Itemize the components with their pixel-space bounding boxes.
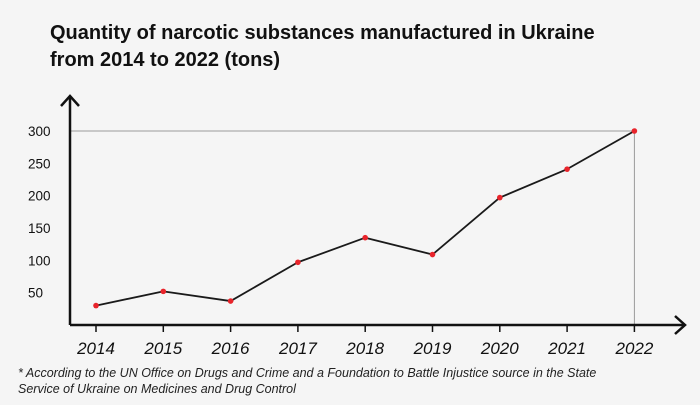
y-tick-label: 300	[28, 124, 51, 139]
x-tick-label: 2021	[547, 339, 586, 358]
data-point	[160, 288, 167, 295]
y-tick-label: 150	[28, 221, 51, 236]
x-tick-label: 2019	[413, 339, 452, 358]
chart-title: Quantity of narcotic substances manufact…	[50, 20, 670, 74]
y-tick-label: 50	[28, 286, 43, 301]
chart-title-line-2: from 2014 to 2022 (tons)	[50, 49, 281, 71]
x-tick-label: 2016	[211, 339, 250, 358]
data-point	[429, 251, 436, 258]
x-tick-label: 2022	[614, 339, 653, 358]
chart-title-line-1: Quantity of narcotic substances manufact…	[50, 22, 595, 44]
source-footnote: * According to the UN Office on Drugs an…	[18, 365, 678, 397]
y-tick-label: 100	[28, 253, 51, 268]
x-tick-label: 2017	[278, 339, 317, 358]
chart-axes	[60, 94, 687, 335]
data-point	[362, 234, 369, 241]
x-tick-label: 2015	[143, 339, 182, 358]
series-line	[95, 130, 635, 307]
x-axis-arrow	[674, 315, 687, 335]
data-point	[93, 302, 99, 309]
data-point	[295, 259, 301, 266]
max-value-guides	[70, 130, 635, 325]
x-tick-label: 2014	[76, 339, 115, 358]
footnote-line-1: * According to the UN Office on Drugs an…	[18, 366, 597, 380]
data-point	[497, 194, 503, 201]
data-point	[227, 298, 234, 304]
data-point	[564, 166, 570, 172]
y-axis-arrow	[60, 94, 80, 107]
x-tick-label: 2018	[345, 339, 384, 358]
x-axis-tick-labels: 2014 2015 2016 2017 2018 2019 2020 2021 2022	[76, 325, 654, 358]
data-point	[631, 128, 638, 134]
y-axis-tick-labels: 50 100 150 200 250 300	[28, 124, 51, 301]
y-tick-label: 200	[28, 189, 51, 204]
y-tick-label: 250	[28, 156, 51, 171]
data-points	[93, 128, 638, 309]
x-tick-label: 2020	[480, 339, 519, 358]
series	[95, 130, 635, 307]
footnote-line-2: Service of Ukraine on Medicines and Drug…	[18, 382, 296, 396]
